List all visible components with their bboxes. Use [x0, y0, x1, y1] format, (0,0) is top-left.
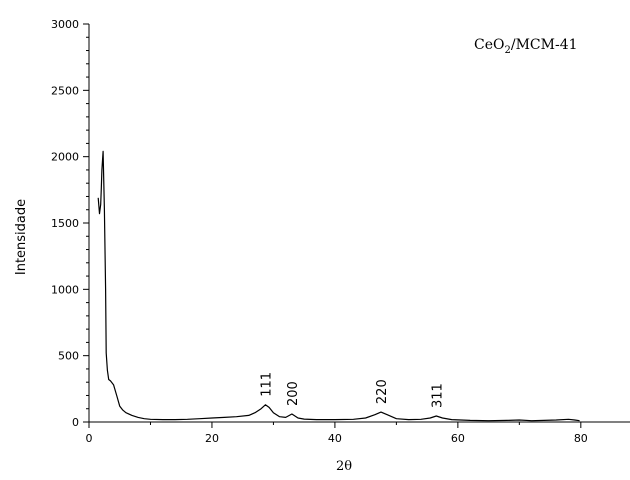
x-axis: 0 20 40 60 80 — [86, 421, 630, 445]
peak-label-220: 220 — [375, 379, 390, 404]
y-axis: 0 500 1000 1500 2000 2500 3000 — [51, 18, 90, 429]
x-tick-label: 80 — [574, 432, 588, 445]
x-tick-label: 40 — [328, 432, 342, 445]
peak-label-200: 200 — [286, 381, 301, 406]
y-tick-label: 1500 — [51, 217, 79, 230]
x-tick-label: 20 — [205, 432, 219, 445]
diffraction-curve — [97, 150, 580, 422]
y-tick-label: 2000 — [51, 151, 79, 164]
y-tick-label: 0 — [72, 416, 79, 429]
peak-label-111: 111 — [259, 372, 274, 397]
peak-label-311: 311 — [430, 383, 445, 408]
y-axis-title: Intensidade — [14, 199, 29, 275]
x-tick-label: 0 — [86, 432, 93, 445]
x-tick-label: 60 — [451, 432, 465, 445]
y-tick-label: 2500 — [51, 84, 79, 97]
y-tick-label: 500 — [58, 350, 79, 363]
y-tick-label: 1000 — [51, 283, 79, 296]
y-tick-label: 3000 — [51, 18, 79, 31]
legend-label: CeO2/MCM-41 — [474, 37, 578, 56]
x-axis-title: 2θ — [336, 459, 352, 474]
